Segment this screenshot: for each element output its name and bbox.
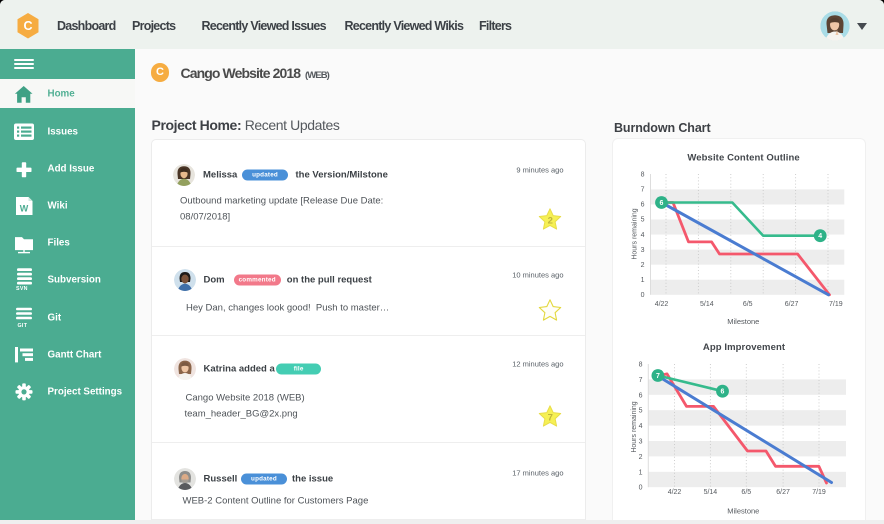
svg-text:8: 8 (639, 362, 643, 369)
svg-text:3: 3 (639, 439, 643, 446)
svg-text:5/14: 5/14 (704, 489, 718, 496)
svg-text:4: 4 (639, 423, 643, 430)
svg-text:7: 7 (656, 373, 660, 380)
svg-text:4/22: 4/22 (668, 489, 682, 496)
svg-text:4/22: 4/22 (655, 301, 669, 308)
svg-text:6: 6 (641, 202, 645, 209)
svg-text:1: 1 (639, 469, 643, 476)
svg-text:5/14: 5/14 (700, 301, 714, 308)
svg-text:2: 2 (641, 262, 645, 269)
svg-text:Hours remaining: Hours remaining (631, 401, 638, 452)
svg-text:7/19: 7/19 (812, 489, 826, 496)
svg-text:Website Content Outline: Website Content Outline (687, 152, 799, 163)
svg-text:4: 4 (818, 233, 822, 240)
svg-text:5: 5 (639, 408, 643, 415)
svg-text:6: 6 (721, 389, 725, 396)
svg-text:C: C (23, 19, 32, 33)
svg-text:6/5: 6/5 (741, 489, 751, 496)
svg-text:6/27: 6/27 (776, 489, 790, 496)
svg-text:6: 6 (639, 392, 643, 399)
svg-text:6/27: 6/27 (785, 301, 799, 308)
svg-text:7: 7 (639, 377, 643, 384)
svg-text:0: 0 (641, 292, 645, 299)
svg-text:5: 5 (641, 217, 645, 224)
svg-text:Milestone: Milestone (727, 317, 759, 326)
svg-text:6/5: 6/5 (743, 301, 753, 308)
svg-text:Milestone: Milestone (727, 507, 759, 516)
svg-text:7: 7 (641, 187, 645, 194)
svg-text:2: 2 (639, 454, 643, 461)
svg-text:3: 3 (641, 247, 645, 254)
svg-text:Hours remaining: Hours remaining (632, 208, 639, 259)
svg-text:W: W (20, 204, 29, 214)
svg-text:2: 2 (547, 216, 552, 227)
svg-text:0: 0 (639, 485, 643, 492)
svg-text:6: 6 (660, 200, 664, 207)
svg-text:7: 7 (547, 413, 552, 424)
svg-text:1: 1 (641, 277, 645, 284)
svg-text:4: 4 (641, 232, 645, 239)
svg-text:8: 8 (641, 172, 645, 179)
svg-text:App Improvement: App Improvement (703, 342, 786, 353)
svg-text:7/19: 7/19 (829, 301, 843, 308)
